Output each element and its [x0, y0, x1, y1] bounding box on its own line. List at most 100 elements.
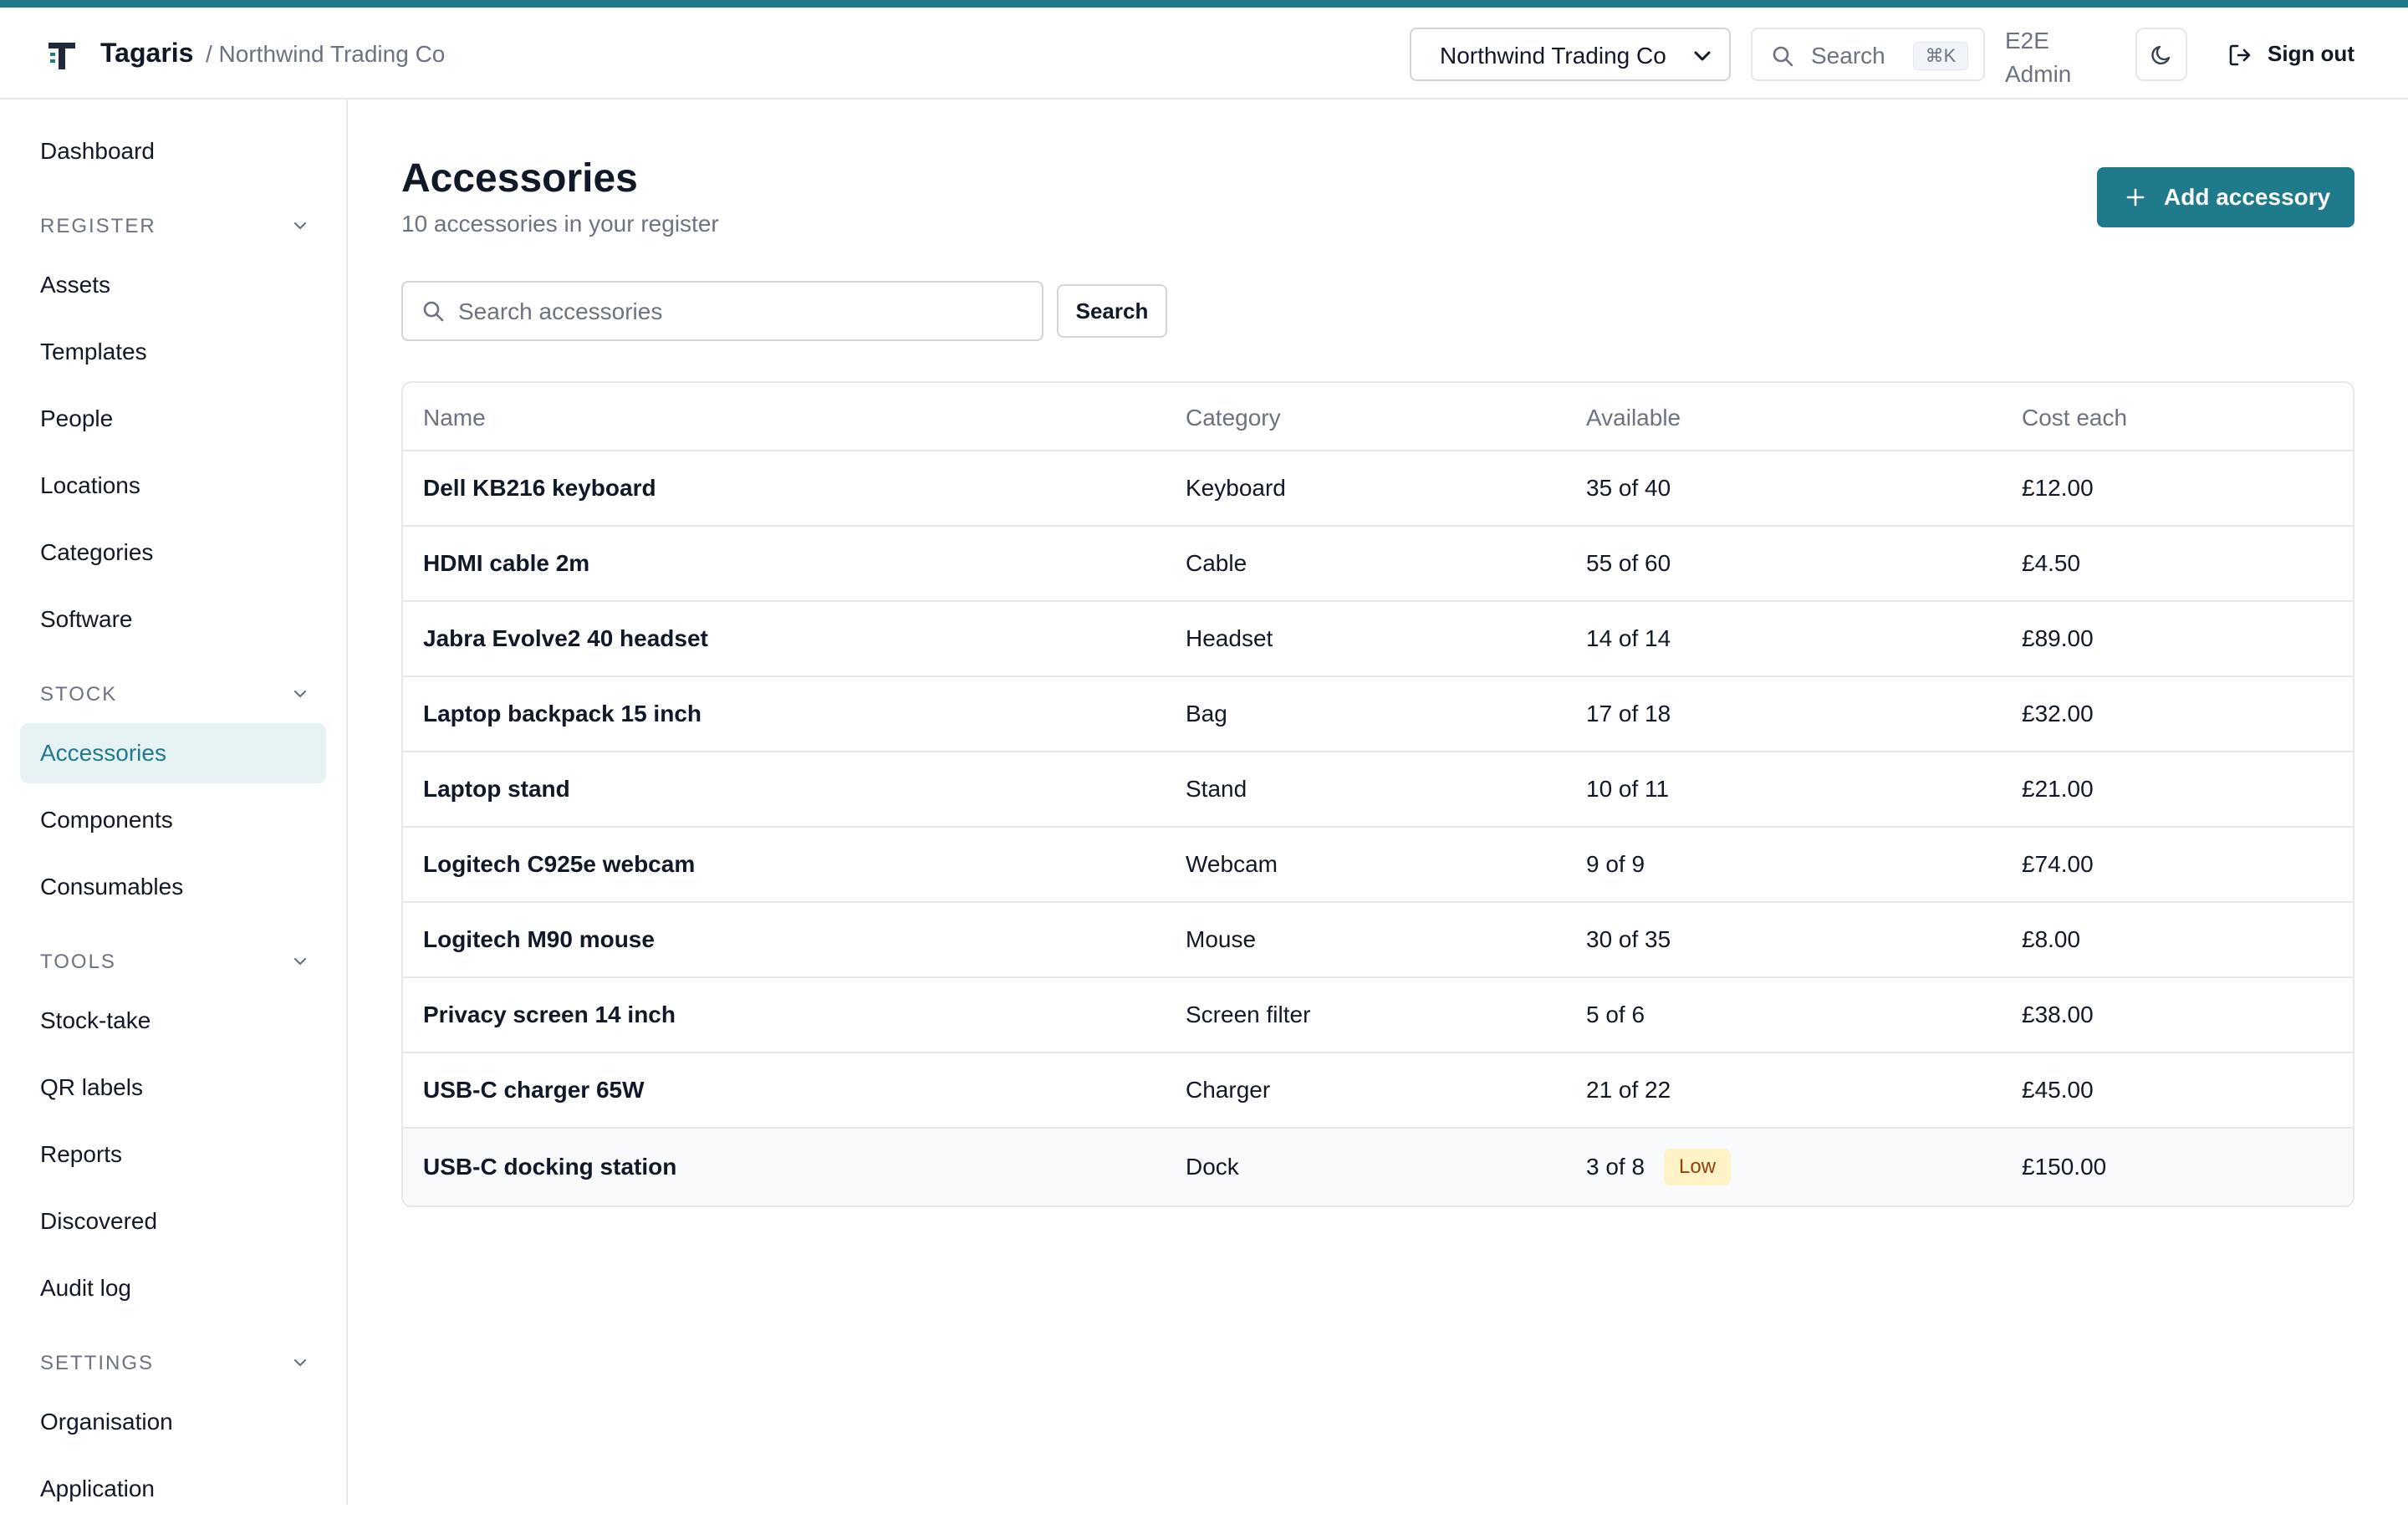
cell-cost: £12.00 — [2022, 475, 2094, 501]
accessories-search-input[interactable] — [457, 293, 1028, 331]
cell-available: 5 of 6 — [1586, 1002, 1645, 1027]
cell-cost: £45.00 — [2022, 1077, 2094, 1103]
theme-toggle-button[interactable] — [2135, 28, 2187, 81]
column-header-name[interactable]: Name — [423, 405, 486, 431]
org-breadcrumb: / Northwind Trading Co — [206, 41, 446, 67]
cell-name[interactable]: Privacy screen 14 inch — [423, 1002, 676, 1027]
cell-category: Screen filter — [1186, 1002, 1311, 1027]
table-row[interactable]: Logitech C925e webcam Webcam 9 of 9 £74.… — [403, 828, 2353, 903]
column-header-cost[interactable]: Cost each — [2022, 405, 2128, 431]
sidebar-section-register[interactable]: REGISTER — [40, 210, 308, 243]
moon-icon — [2151, 45, 2171, 65]
cell-cost: £74.00 — [2022, 851, 2094, 877]
search-shortcut-badge: ⌘K — [1913, 42, 1968, 70]
low-stock-badge: Low — [1664, 1149, 1732, 1185]
sidebar-section-settings[interactable]: SETTINGS — [40, 1347, 308, 1380]
cell-name[interactable]: HDMI cable 2m — [423, 550, 590, 576]
sidebar-section-label: SETTINGS — [40, 1352, 155, 1374]
add-accessory-label: Add accessory — [2164, 184, 2331, 210]
sidebar-item-organisation[interactable]: Organisation — [40, 1409, 173, 1435]
cell-cost: £150.00 — [2022, 1154, 2107, 1180]
cell-name[interactable]: Laptop backpack 15 inch — [423, 701, 701, 726]
sidebar-item-qr-labels[interactable]: QR labels — [40, 1074, 143, 1100]
chevron-down-icon — [293, 957, 307, 966]
cell-available: 14 of 14 — [1586, 625, 1671, 651]
column-header-available[interactable]: Available — [1586, 405, 1681, 431]
tagaris-logo-icon[interactable] — [47, 39, 77, 73]
cell-name[interactable]: Dell KB216 keyboard — [423, 475, 656, 501]
cell-category: Charger — [1186, 1077, 1271, 1103]
cell-name[interactable]: Laptop stand — [423, 776, 570, 802]
cell-name[interactable]: USB-C charger 65W — [423, 1077, 645, 1103]
cell-available: 3 of 8 — [1586, 1154, 1645, 1180]
sidebar-item-assets[interactable]: Assets — [40, 272, 111, 298]
sidebar-nav: Dashboard REGISTER Assets Templates Peop… — [0, 99, 348, 1505]
sidebar-item-stock-take[interactable]: Stock-take — [40, 1007, 151, 1033]
search-icon — [423, 301, 444, 322]
sidebar-section-label: TOOLS — [40, 951, 116, 973]
table-row[interactable]: Dell KB216 keyboard Keyboard 35 of 40 £1… — [403, 451, 2353, 527]
table-row[interactable]: Logitech M90 mouse Mouse 30 of 35 £8.00 — [403, 903, 2353, 978]
sign-out-label: Sign out — [2268, 41, 2354, 66]
add-accessory-button[interactable]: Add accessory — [2097, 167, 2354, 227]
cell-available: 9 of 9 — [1586, 851, 1645, 877]
sidebar-item-locations[interactable]: Locations — [40, 472, 140, 498]
cell-name[interactable]: Logitech M90 mouse — [423, 926, 655, 952]
cell-cost: £32.00 — [2022, 701, 2094, 726]
page-subtitle: 10 accessories in your register — [401, 211, 719, 237]
table-row[interactable]: Jabra Evolve2 40 headset Headset 14 of 1… — [403, 602, 2353, 677]
cell-name[interactable]: Logitech C925e webcam — [423, 851, 696, 877]
cell-available: 55 of 60 — [1586, 550, 1671, 576]
sidebar-item-components[interactable]: Components — [40, 807, 173, 833]
search-button[interactable]: Search — [1057, 284, 1167, 338]
table-header-row: Name Category Available Cost each — [403, 383, 2353, 451]
chevron-down-icon — [293, 690, 307, 698]
cell-category: Dock — [1186, 1154, 1239, 1180]
plus-icon — [2126, 188, 2145, 206]
cell-name[interactable]: USB-C docking station — [423, 1154, 677, 1180]
organisation-select[interactable]: Northwind Trading Co — [1410, 28, 1731, 81]
cell-available: 30 of 35 — [1586, 926, 1671, 952]
cell-category: Headset — [1186, 625, 1273, 651]
cell-cost: £21.00 — [2022, 776, 2094, 802]
sidebar-item-reports[interactable]: Reports — [40, 1141, 123, 1167]
table-row[interactable]: HDMI cable 2m Cable 55 of 60 £4.50 — [403, 527, 2353, 602]
column-header-category[interactable]: Category — [1186, 405, 1281, 431]
cell-available: 21 of 22 — [1586, 1077, 1671, 1103]
top-accent-stripe — [0, 0, 2408, 8]
sidebar-item-accessories[interactable]: Accessories — [20, 723, 326, 783]
cell-category: Cable — [1186, 550, 1247, 576]
table-row[interactable]: USB-C charger 65W Charger 21 of 22 £45.0… — [403, 1053, 2353, 1129]
user-name: E2E Admin — [2005, 24, 2105, 91]
accessories-table: Name Category Available Cost each Dell K… — [401, 381, 2354, 1207]
sidebar-item-dashboard[interactable]: Dashboard — [40, 138, 155, 164]
cell-name[interactable]: Jabra Evolve2 40 headset — [423, 625, 708, 651]
table-row[interactable]: USB-C docking station Dock 3 of 8 Low £1… — [403, 1129, 2353, 1206]
cell-cost: £89.00 — [2022, 625, 2094, 651]
sidebar-item-people[interactable]: People — [40, 405, 114, 431]
sidebar-item-templates[interactable]: Templates — [40, 339, 147, 364]
sidebar-item-consumables[interactable]: Consumables — [40, 874, 184, 900]
sidebar-section-label: STOCK — [40, 683, 118, 706]
global-search-button[interactable]: Search ⌘K — [1751, 28, 1985, 81]
user-name-line2: Admin — [2005, 61, 2072, 87]
chevron-down-icon — [1694, 51, 1711, 61]
brand-name[interactable]: Tagaris — [100, 38, 194, 68]
table-row[interactable]: Laptop stand Stand 10 of 11 £21.00 — [403, 752, 2353, 828]
sidebar-section-stock[interactable]: STOCK — [40, 678, 308, 711]
table-row[interactable]: Privacy screen 14 inch Screen filter 5 o… — [403, 978, 2353, 1053]
cell-available: 17 of 18 — [1586, 701, 1671, 726]
sidebar-section-tools[interactable]: TOOLS — [40, 946, 308, 979]
sidebar-item-categories[interactable]: Categories — [40, 539, 154, 565]
sidebar-item-discovered[interactable]: Discovered — [40, 1208, 158, 1234]
app-header: Tagaris / Northwind Trading Co Northwind… — [0, 8, 2408, 99]
table-row[interactable]: Laptop backpack 15 inch Bag 17 of 18 £32… — [403, 677, 2353, 752]
sidebar-item-software[interactable]: Software — [40, 606, 133, 632]
search-icon — [1773, 46, 1793, 67]
cell-category: Keyboard — [1186, 475, 1286, 501]
accessories-search-field[interactable] — [401, 281, 1043, 341]
cell-category: Mouse — [1186, 926, 1257, 952]
cell-category: Webcam — [1186, 851, 1278, 877]
sidebar-item-application[interactable]: Application — [40, 1476, 155, 1501]
sidebar-item-audit-log[interactable]: Audit log — [40, 1275, 131, 1301]
